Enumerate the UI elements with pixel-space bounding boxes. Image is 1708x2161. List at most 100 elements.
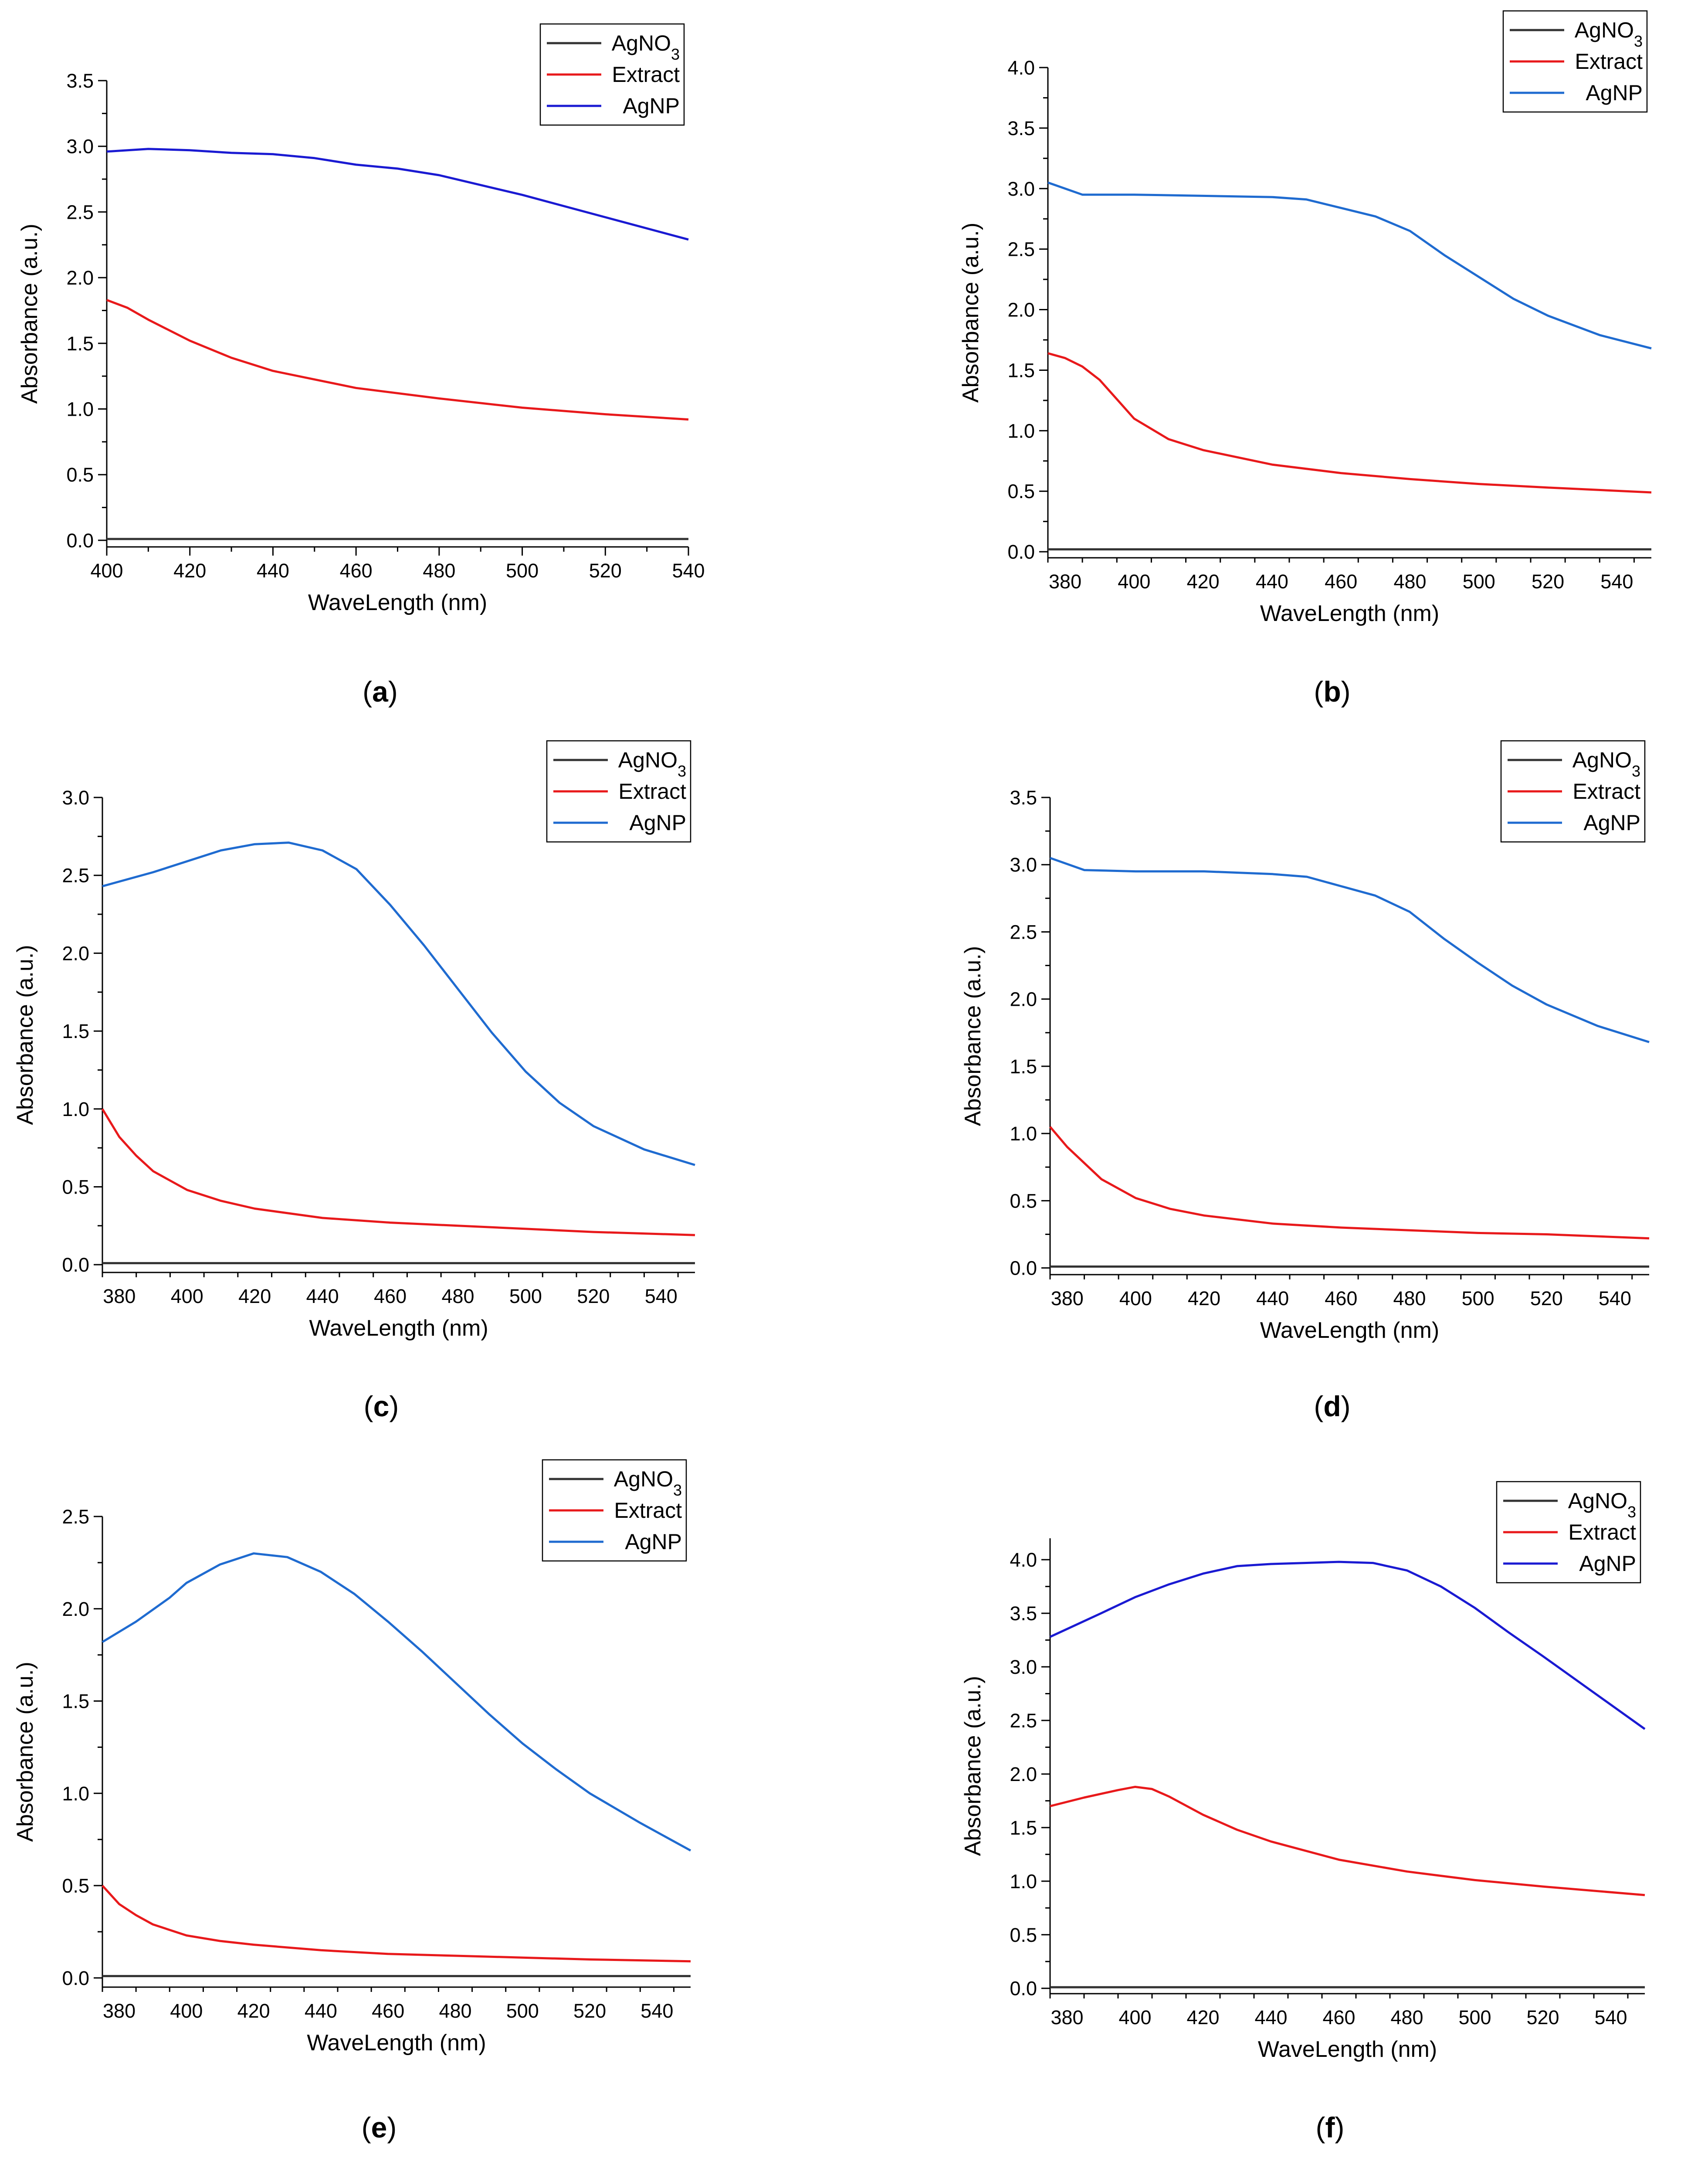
- y-tick-label: 2.0: [62, 942, 89, 964]
- x-tick-label: 400: [171, 1285, 203, 1307]
- x-tick-label: 440: [257, 560, 289, 582]
- y-tick-label: 1.5: [62, 1690, 89, 1713]
- panel-label: (c): [364, 1390, 399, 1422]
- x-tick-label: 520: [589, 560, 622, 582]
- y-tick-label: 4.0: [1007, 57, 1035, 79]
- y-tick-label: 2.5: [1007, 238, 1035, 261]
- y-axis-title: Absorbance (a.u.): [960, 1676, 986, 1856]
- x-tick-label: 380: [103, 2000, 136, 2022]
- legend-label: Extract: [1572, 779, 1640, 804]
- x-tick-label: 520: [1530, 1287, 1563, 1309]
- series-line-agnp: [1047, 181, 1652, 349]
- series-line-extract: [1049, 1126, 1650, 1240]
- panel-label: (d): [1314, 1390, 1350, 1422]
- x-tick-label: 540: [645, 1285, 678, 1307]
- x-tick-label: 440: [1256, 570, 1288, 593]
- series-line-extract: [102, 1885, 691, 1963]
- legend-subscript: 3: [1632, 762, 1640, 780]
- legend-subscript: 3: [673, 1481, 682, 1499]
- series-line-extract: [1047, 352, 1652, 494]
- x-axis-title: WaveLength (nm): [307, 2030, 486, 2056]
- legend-label: Extract: [614, 1498, 682, 1523]
- chart-panel-6: 380 400 420 440 460 480 500 520 540 0.0 0.5 1.0 1.5 2…: [960, 1481, 1646, 2144]
- y-tick-label: 2.0: [66, 267, 94, 289]
- panel-letter: a: [372, 675, 389, 708]
- y-tick-label: 3.0: [1010, 1656, 1037, 1678]
- y-tick-label: 2.5: [66, 201, 94, 223]
- y-tick-label: 0.5: [1010, 1924, 1037, 1946]
- y-axis-title: Absorbance (a.u.): [960, 946, 986, 1126]
- y-tick-label: 2.0: [1010, 1763, 1037, 1785]
- chart-panel-4: 380 400 420 440 460 480 500 520 540 0.0 0.5 1.0 1.5 2…: [960, 740, 1650, 1422]
- y-tick-label: 3.0: [66, 136, 94, 158]
- x-tick-label: 500: [1462, 1287, 1494, 1309]
- y-tick-label: 0.0: [1010, 1257, 1037, 1279]
- x-tick-label: 520: [1526, 2006, 1559, 2029]
- x-tick-label: 420: [238, 1285, 271, 1307]
- legend-label: Extract: [1575, 49, 1643, 74]
- x-tick-label: 400: [1119, 1287, 1152, 1309]
- chart-panel-3: 380 400 420 440 460 480 500 520 540 0.0 0.5 1.0 1.5 2…: [13, 740, 695, 1422]
- legend-label: Extract: [1568, 1520, 1636, 1544]
- panel-letter: d: [1323, 1390, 1341, 1422]
- panel-letter: e: [371, 2111, 387, 2144]
- panel-letter: f: [1325, 2111, 1335, 2144]
- x-tick-label: 520: [573, 2000, 606, 2022]
- x-tick-label: 420: [173, 560, 206, 582]
- series-line-extract: [1050, 1785, 1645, 1896]
- x-tick-label: 420: [1188, 1287, 1220, 1309]
- x-axis-title: WaveLength (nm): [309, 1316, 488, 1341]
- legend-label: AgNP: [1583, 811, 1640, 835]
- x-tick-label: 420: [1187, 570, 1220, 593]
- panel-letter: b: [1323, 675, 1341, 708]
- x-tick-label: 540: [1594, 2006, 1627, 2029]
- x-tick-label: 460: [1325, 1287, 1357, 1309]
- x-tick-label: 380: [103, 1285, 136, 1307]
- series-line-agnp: [1050, 857, 1650, 1043]
- y-tick-label: 1.0: [62, 1782, 89, 1805]
- y-axis-title: Absorbance (a.u.): [13, 945, 38, 1125]
- x-tick-label: 380: [1049, 570, 1081, 593]
- y-tick-label: 0.0: [62, 1967, 89, 1989]
- x-tick-label: 480: [1390, 2006, 1423, 2029]
- chart-panel-1: 400 420 440 460 480 500 520 540 0.0 0.5 1.0 1.5 2.0 2…: [17, 23, 705, 708]
- series-line-agnp: [1049, 1561, 1646, 1730]
- y-tick-label: 0.0: [66, 529, 94, 552]
- y-tick-label: 0.0: [1010, 1978, 1037, 2000]
- y-tick-label: 3.5: [1007, 117, 1035, 139]
- x-tick-label: 400: [90, 560, 123, 582]
- y-tick-label: 0.5: [1010, 1190, 1037, 1212]
- y-tick-label: 2.0: [1010, 988, 1037, 1011]
- y-tick-label: 1.5: [1007, 359, 1035, 381]
- x-axis-title: WaveLength (nm): [1260, 601, 1439, 626]
- x-tick-label: 440: [1256, 1287, 1289, 1309]
- x-tick-label: 500: [506, 2000, 539, 2022]
- y-axis-title: Absorbance (a.u.): [17, 224, 42, 404]
- legend-label: AgNP: [629, 811, 686, 835]
- y-tick-label: 1.5: [1010, 1055, 1037, 1078]
- y-axis-title: Absorbance (a.u.): [958, 223, 983, 403]
- x-tick-label: 520: [1532, 570, 1564, 593]
- legend-label: Extract: [612, 62, 680, 87]
- y-tick-label: 3.5: [1010, 1602, 1037, 1625]
- x-tick-label: 500: [1458, 2006, 1491, 2029]
- x-tick-label: 480: [441, 1285, 474, 1307]
- x-axis-title: WaveLength (nm): [308, 590, 487, 615]
- x-tick-label: 540: [672, 560, 705, 582]
- y-tick-label: 1.0: [1010, 1870, 1037, 1893]
- x-tick-label: 420: [237, 2000, 270, 2022]
- x-tick-label: 480: [439, 2000, 471, 2022]
- x-tick-label: 460: [372, 2000, 404, 2022]
- x-axis-title: WaveLength (nm): [1260, 1318, 1439, 1343]
- x-tick-label: 500: [506, 560, 539, 582]
- legend-subscript: 3: [1627, 1503, 1636, 1521]
- y-tick-label: 3.0: [62, 787, 89, 809]
- x-tick-label: 380: [1051, 2006, 1083, 2029]
- panel-label: (b): [1314, 675, 1350, 708]
- x-tick-label: 460: [1322, 2006, 1355, 2029]
- y-tick-label: 2.5: [1010, 1710, 1037, 1732]
